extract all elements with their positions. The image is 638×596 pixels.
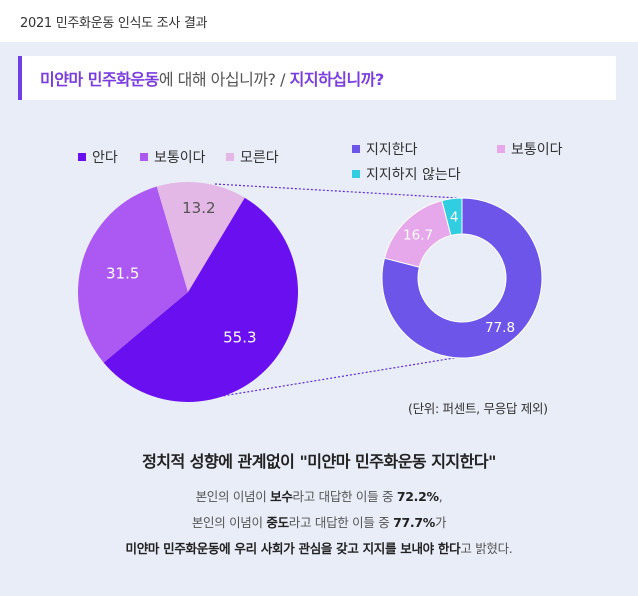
line2-b: 중도 xyxy=(266,515,289,530)
legend-swatch xyxy=(226,153,234,161)
pie-value-label: 13.2 xyxy=(182,199,215,217)
line3-a: 미얀마 민주화운동에 우리 사회가 관심을 갖고 지지를 보내야 한다 xyxy=(125,541,461,556)
legend-label: 지지하지 않는다 xyxy=(366,167,461,183)
question-topic: 미얀마 민주화운동 xyxy=(40,70,159,89)
line1-e: , xyxy=(438,489,443,504)
donut-value-label: 4 xyxy=(450,210,459,226)
pie-slice xyxy=(78,186,188,363)
line1-a: 본인의 이념이 xyxy=(195,489,271,504)
line3-b: 고 밝혔다. xyxy=(460,541,513,556)
unit-note: (단위: 퍼센트, 무응답 제외) xyxy=(408,401,548,416)
survey-question: 미얀마 민주화운동에 대해 아십니까? / 지지하십니까? xyxy=(40,66,384,90)
summary-line-conservative: 본인의 이념이 보수라고 대답한 이들 중 72.2%, xyxy=(0,486,638,505)
pie-chart: 55.3 31.5 13.2 xyxy=(78,182,299,403)
summary-line-conclusion: 미얀마 민주화운동에 우리 사회가 관심을 갖고 지지를 보내야 한다고 밝혔다… xyxy=(0,538,638,557)
legend-label: 모른다 xyxy=(240,150,279,166)
question-support: 지지하십니까? xyxy=(289,70,385,89)
legend-swatch xyxy=(140,153,148,161)
pie-value-label: 55.3 xyxy=(223,328,256,346)
legend-swatch xyxy=(352,145,360,153)
summary-headline: 정치적 성향에 관계없이 "미얀마 민주화운동 지지한다" xyxy=(142,452,496,471)
line2-d: 77.7% xyxy=(393,515,435,530)
legend-label: 지지한다 xyxy=(366,142,418,158)
connector-line-top xyxy=(214,183,459,199)
top-bar: 2021 민주화운동 인식도 조사 결과 xyxy=(0,0,638,42)
line1-c: 라고 대답한 이들 중 xyxy=(292,489,397,504)
line2-c: 라고 대답한 이들 중 xyxy=(288,515,394,530)
donut-segment xyxy=(381,197,543,359)
survey-title: 2021 민주화운동 인식도 조사 결과 xyxy=(20,16,208,31)
question-text: 에 대해 아십니까? / xyxy=(158,70,290,89)
donut-chart: 77.8 16.7 4 xyxy=(381,197,543,359)
connector-lines xyxy=(191,183,467,402)
question-box: 미얀마 민주화운동에 대해 아십니까? / 지지하십니까? xyxy=(18,56,616,100)
pie-value-label: 31.5 xyxy=(106,264,139,282)
legend-swatch xyxy=(497,145,505,153)
line1-d: 72.2% xyxy=(396,489,439,504)
summary-line-moderate: 본인의 이념이 중도라고 대답한 이들 중 77.7%가 xyxy=(0,512,638,531)
legend-label: 보통이다 xyxy=(511,142,563,158)
pie-slice xyxy=(103,197,299,403)
pie-slice xyxy=(156,182,245,292)
donut-value-label: 77.8 xyxy=(485,320,515,336)
line1-b: 보수 xyxy=(270,489,293,504)
legend-swatch xyxy=(78,153,86,161)
line2-e: 가 xyxy=(434,515,447,530)
legend-label: 보통이다 xyxy=(154,150,206,166)
legend-label: 안다 xyxy=(92,150,118,166)
pie-legend: 안다 보통이다 모른다 xyxy=(78,150,279,166)
line2-a: 본인의 이념이 xyxy=(191,515,267,530)
legend-swatch xyxy=(352,170,360,178)
donut-segment xyxy=(441,197,463,237)
donut-value-label: 16.7 xyxy=(403,227,433,243)
